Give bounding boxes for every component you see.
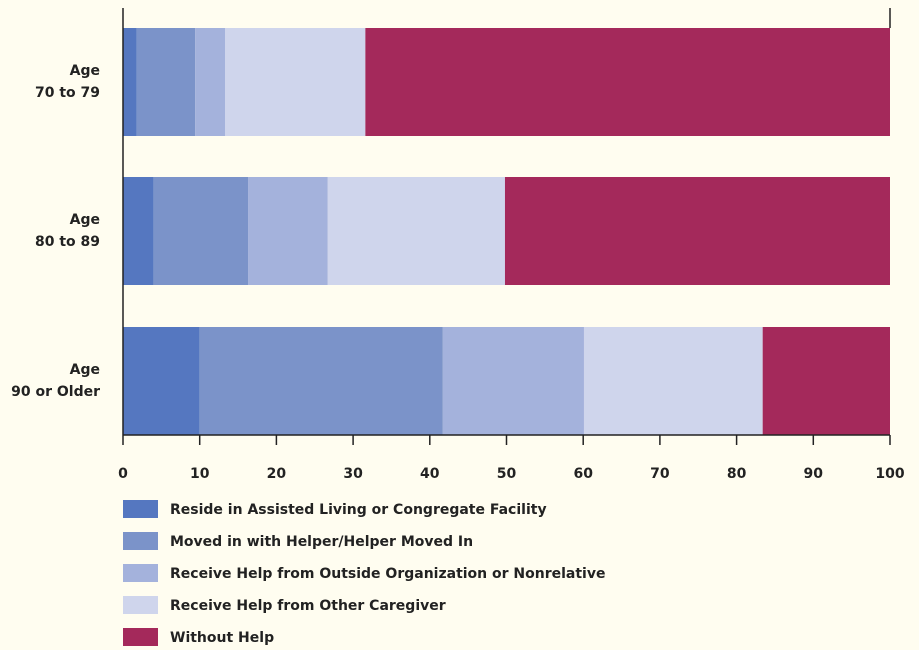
bar-segment	[583, 327, 763, 435]
bar-segment	[762, 327, 890, 435]
legend-label: Reside in Assisted Living or Congregate …	[170, 502, 547, 518]
bar-segment	[123, 177, 154, 285]
bar-segment	[136, 28, 196, 136]
bar-segment	[504, 177, 890, 285]
bar-segment	[123, 327, 200, 435]
legend-label: Moved in with Helper/Helper Moved In	[170, 534, 473, 550]
bar-segment	[442, 327, 584, 435]
bar-segment	[153, 177, 249, 285]
legend-label: Receive Help from Other Caregiver	[170, 598, 446, 614]
bar-segment	[199, 327, 443, 435]
y-tick-label: Age	[70, 63, 100, 79]
y-tick-label: Age	[70, 212, 100, 228]
legend-swatch	[123, 500, 158, 518]
bar-segment	[225, 28, 366, 136]
y-tick-label: 80 to 89	[35, 234, 100, 250]
x-tick-label: 50	[497, 466, 517, 482]
x-tick-label: 90	[804, 466, 824, 482]
x-tick-label: 10	[190, 466, 210, 482]
legend-swatch	[123, 628, 158, 646]
y-tick-label: 70 to 79	[35, 85, 100, 101]
legend-swatch	[123, 596, 158, 614]
y-tick-label: 90 or Older	[11, 384, 100, 400]
x-tick-label: 40	[420, 466, 440, 482]
legend-label: Receive Help from Outside Organization o…	[170, 566, 605, 582]
bar-segment	[123, 28, 137, 136]
bar-segment	[248, 177, 328, 285]
x-tick-label: 100	[875, 466, 904, 482]
y-tick-label: Age	[70, 362, 100, 378]
legend-label: Without Help	[170, 630, 274, 646]
x-tick-label: 20	[267, 466, 287, 482]
x-tick-label: 30	[343, 466, 363, 482]
x-tick-label: 60	[573, 466, 593, 482]
bar-segment	[365, 28, 890, 136]
x-tick-label: 80	[727, 466, 747, 482]
bar-segment	[327, 177, 505, 285]
legend-swatch	[123, 564, 158, 582]
x-tick-label: 70	[650, 466, 670, 482]
legend-swatch	[123, 532, 158, 550]
x-tick-label: 0	[118, 466, 128, 482]
bar-segment	[195, 28, 226, 136]
